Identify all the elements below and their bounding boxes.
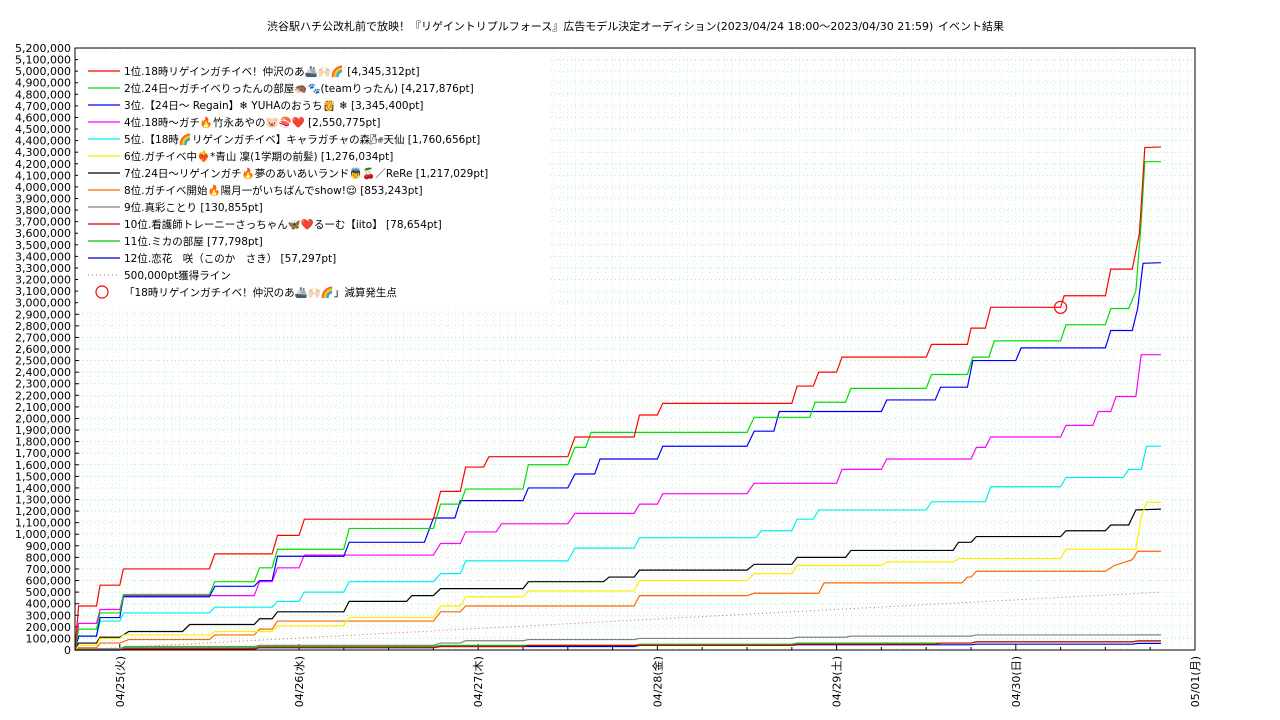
series-line-9 (74, 634, 1161, 651)
y-tick-label: 5,100,000 (15, 54, 71, 67)
y-tick-label: 3,500,000 (15, 239, 71, 252)
legend-background (78, 55, 548, 305)
y-tick-label: 3,600,000 (15, 227, 71, 240)
y-tick-label: 1,000,000 (15, 528, 71, 541)
series-line-5 (74, 445, 1161, 651)
y-tick-label: 3,100,000 (15, 285, 71, 298)
decrease-marker (1053, 300, 1068, 314)
y-tick-label: 2,300,000 (15, 378, 71, 391)
legend-entry: 3位.【24日〜 Regain】❄ YUHAのおうち👸 ❄ [3,345,400… (124, 99, 423, 112)
y-tick-label: 2,800,000 (15, 320, 71, 333)
plot-frame (74, 47, 1196, 651)
y-tick-label: 2,000,000 (15, 412, 71, 425)
y-tick-label: 1,600,000 (15, 459, 71, 472)
x-tick-label: 04/28(金) (650, 656, 664, 707)
y-tick-label: 2,700,000 (15, 331, 71, 344)
y-tick-label: 3,200,000 (15, 274, 71, 287)
legend: 1位.18時リゲインガチイベ！仲沢のあ🚢🙌🏻🌈 [4,345,312pt] 2位.… (88, 65, 488, 299)
y-tick-label: 900,000 (26, 540, 72, 553)
y-tick-label: 100,000 (26, 632, 72, 645)
x-tick-label: 05/01(月) (1189, 656, 1202, 707)
y-tick-label: 800,000 (26, 551, 72, 564)
y-tick-label: 300,000 (26, 609, 72, 622)
marker-layer (1053, 300, 1068, 314)
y-tick-label: 4,200,000 (15, 158, 71, 171)
y-tick-label: 3,900,000 (15, 193, 71, 206)
chart-title: 渋谷駅ハチ公改札前で放映！『リゲイントリプルフォース』広告モデル決定オーディショ… (267, 19, 933, 33)
y-tick-label: 1,100,000 (15, 517, 71, 530)
legend-entry: 10位.看護師トレーニーさっちゃん🦋❤️るーむ【iito】 [78,654pt] (124, 218, 442, 231)
y-tick-label: 3,300,000 (15, 262, 71, 275)
y-axis: 0100,000200,000300,000400,000500,000600,… (15, 42, 79, 657)
x-tick-label: 04/26(水) (293, 656, 306, 707)
y-tick-label: 1,400,000 (15, 482, 71, 495)
y-tick-label: 4,700,000 (15, 100, 71, 113)
series-line-7 (74, 508, 1161, 651)
y-tick-label: 3,700,000 (15, 216, 71, 229)
y-tick-label: 4,800,000 (15, 88, 71, 101)
y-tick-label: 400,000 (26, 598, 72, 611)
y-tick-label: 1,200,000 (15, 505, 71, 518)
y-tick-label: 3,000,000 (15, 297, 71, 310)
series-line-1 (74, 146, 1161, 651)
y-tick-label: 4,300,000 (15, 146, 71, 159)
y-tick-label: 1,700,000 (15, 447, 71, 460)
x-tick-label: 04/29(土) (831, 656, 844, 707)
x-tick-label: 04/27(木) (472, 656, 485, 707)
y-tick-label: 200,000 (26, 621, 72, 634)
plot-area (74, 146, 1161, 651)
series-line-6 (74, 501, 1161, 651)
y-tick-label: 600,000 (26, 575, 72, 588)
y-tick-label: 1,500,000 (15, 470, 71, 483)
legend-entry: 11位.ミカの部屋 [77,798pt] (124, 235, 263, 248)
y-tick-label: 2,200,000 (15, 389, 71, 402)
y-tick-label: 700,000 (26, 563, 72, 576)
legend-entry: 6位.ガチイベ中❤️‍🔥*青山 凜(1学期の前髪) [1,276,034pt] (124, 150, 393, 163)
legend-entry: 500,000pt獲得ライン (124, 269, 231, 282)
series-line-4 (74, 354, 1161, 651)
legend-entry: 8位.ガチイベ開始🔥陽月一がいちばんでshow!😌 [853,243pt] (124, 184, 423, 197)
y-tick-label: 5,000,000 (15, 65, 71, 78)
legend-entry: 9位.真彩ことり [130,855pt] (124, 201, 263, 214)
x-tick-label: 04/30(日) (1010, 656, 1023, 707)
y-tick-label: 3,400,000 (15, 250, 71, 263)
y-tick-label: 2,100,000 (15, 401, 71, 414)
legend-entry: 1位.18時リゲインガチイベ！仲沢のあ🚢🙌🏻🌈 [4,345,312pt] (124, 65, 420, 78)
y-tick-label: 1,300,000 (15, 494, 71, 507)
y-tick-label: 2,900,000 (15, 308, 71, 321)
y-tick-label: 5,200,000 (15, 42, 71, 55)
y-tick-label: 4,000,000 (15, 181, 71, 194)
legend-entry: 12位.恋花 咲（このか さき） [57,297pt] (124, 252, 336, 265)
series-line-2 (74, 161, 1161, 651)
series-line-10 (75, 640, 1161, 651)
x-tick-label: 04/25(火) (114, 656, 127, 707)
y-tick-label: 2,500,000 (15, 355, 71, 368)
legend-entry: 5位.【18時🌈リゲインガチイベ】キャラガチャの森🌬天仙 [1,760,656p… (124, 133, 480, 146)
legend-entry: 4位.18時〜ガチ🔥竹永あやの🐷🍣❤️ [2,550,775pt] (124, 116, 380, 129)
y-tick-label: 500,000 (26, 586, 72, 599)
y-tick-label: 4,500,000 (15, 123, 71, 136)
y-tick-label: 3,800,000 (15, 204, 71, 217)
y-tick-label: 0 (64, 644, 71, 657)
legend-entry: 7位.24日〜リゲインガチ🔥夢のあいあいランド👼🍒／ReRe [1,217,02… (124, 167, 488, 180)
series-line-3 (74, 262, 1161, 651)
y-tick-label: 2,400,000 (15, 366, 71, 379)
legend-entry: 2位.24日〜ガチイベりったんの部屋🦔🐾(teamりったん) [4,217,87… (124, 82, 474, 95)
legend-marker-swatch (95, 285, 109, 299)
y-tick-label: 4,900,000 (15, 77, 71, 90)
y-tick-label: 1,800,000 (15, 436, 71, 449)
y-tick-label: 4,600,000 (15, 111, 71, 124)
y-tick-label: 4,100,000 (15, 169, 71, 182)
legend-entry: 「18時リゲインガチイベ！仲沢のあ🚢🙌🏻🌈」減算発生点 (124, 286, 397, 299)
series-line-8 (74, 550, 1161, 651)
y-tick-label: 1,900,000 (15, 424, 71, 437)
y-tick-label: 2,600,000 (15, 343, 71, 356)
chart-subtitle: イベント結果 (938, 19, 1004, 33)
y-tick-label: 4,400,000 (15, 135, 71, 148)
